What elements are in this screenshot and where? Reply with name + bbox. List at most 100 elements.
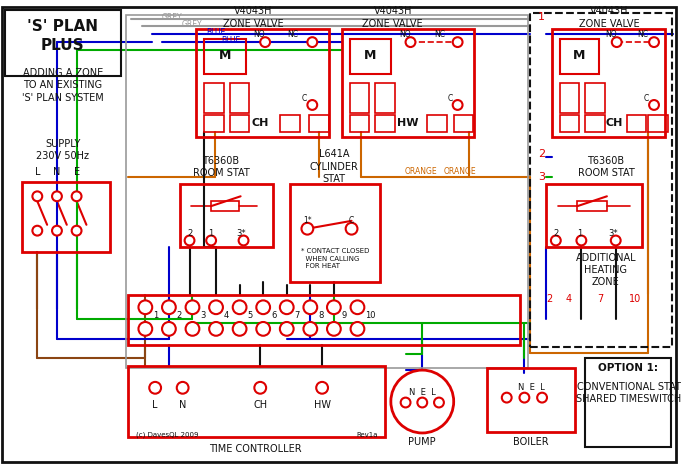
Circle shape (32, 226, 42, 235)
Bar (204, 39, 246, 73)
Bar (179, 183, 273, 248)
Circle shape (177, 382, 188, 394)
Text: NC: NC (435, 30, 446, 39)
Circle shape (538, 393, 547, 402)
Bar (585, 358, 671, 447)
Circle shape (391, 370, 454, 433)
Circle shape (32, 191, 42, 201)
Text: 1: 1 (208, 229, 214, 238)
Bar (128, 295, 520, 344)
Text: 2: 2 (553, 229, 558, 238)
Circle shape (72, 226, 81, 235)
Bar (552, 29, 665, 138)
Text: 1*: 1* (303, 216, 312, 226)
Circle shape (434, 398, 444, 408)
Text: V4043H
ZONE VALVE: V4043H ZONE VALVE (362, 7, 423, 29)
Text: L641A
CYLINDER
STAT: L641A CYLINDER STAT (309, 149, 358, 184)
Circle shape (576, 235, 586, 245)
Bar (585, 115, 605, 132)
Text: 'S' PLAN
PLUS: 'S' PLAN PLUS (28, 20, 99, 53)
Circle shape (453, 100, 462, 110)
Bar (350, 115, 369, 132)
Text: 1: 1 (538, 12, 545, 22)
Bar (350, 83, 369, 113)
Bar (309, 115, 329, 132)
Circle shape (649, 100, 659, 110)
Text: M: M (364, 49, 377, 62)
Text: PUMP: PUMP (408, 437, 436, 447)
Circle shape (256, 322, 270, 336)
Bar (230, 83, 250, 113)
Bar (280, 115, 299, 132)
Bar (211, 201, 239, 211)
Text: ADDING A ZONE
TO AN EXISTING
'S' PLAN SYSTEM: ADDING A ZONE TO AN EXISTING 'S' PLAN SY… (22, 68, 104, 103)
Text: 2: 2 (538, 149, 545, 159)
Bar (350, 39, 391, 73)
Text: M: M (573, 49, 586, 62)
Circle shape (551, 235, 561, 245)
Text: TIME CONTROLLER: TIME CONTROLLER (209, 444, 302, 453)
Circle shape (327, 300, 341, 314)
Text: BOILER: BOILER (513, 437, 549, 447)
Bar (560, 39, 599, 73)
Text: 9: 9 (342, 311, 347, 320)
Bar (648, 115, 668, 132)
Text: 4: 4 (224, 311, 229, 320)
Circle shape (209, 300, 223, 314)
Text: 8: 8 (318, 311, 324, 320)
Circle shape (186, 322, 199, 336)
Circle shape (206, 235, 216, 245)
Text: C: C (349, 216, 354, 226)
Circle shape (233, 300, 246, 314)
Circle shape (417, 398, 427, 408)
Circle shape (304, 300, 317, 314)
Text: N  E  L: N E L (409, 388, 435, 397)
Circle shape (520, 393, 529, 402)
Text: CH: CH (252, 117, 269, 128)
Text: 3: 3 (200, 311, 206, 320)
Text: 6: 6 (271, 311, 277, 320)
Text: L: L (34, 167, 40, 177)
Bar (128, 366, 385, 437)
Circle shape (260, 37, 270, 47)
Circle shape (612, 37, 622, 47)
Text: 3: 3 (538, 172, 545, 182)
Text: (c) DavesQL 2009: (c) DavesQL 2009 (135, 431, 198, 438)
Circle shape (52, 226, 62, 235)
Text: 2: 2 (546, 294, 552, 304)
Bar (204, 115, 224, 132)
Bar (546, 183, 642, 248)
Circle shape (304, 322, 317, 336)
Text: ORANGE: ORANGE (404, 167, 437, 176)
Circle shape (280, 322, 294, 336)
Circle shape (346, 223, 357, 234)
Text: V4043H
ZONE VALVE: V4043H ZONE VALVE (223, 7, 284, 29)
Text: CH: CH (253, 401, 267, 410)
Circle shape (255, 382, 266, 394)
Text: * CONTACT CLOSED
  WHEN CALLING
  FOR HEAT: * CONTACT CLOSED WHEN CALLING FOR HEAT (301, 249, 369, 270)
Circle shape (649, 37, 659, 47)
Circle shape (280, 300, 294, 314)
Bar (375, 115, 395, 132)
Text: 4: 4 (566, 294, 572, 304)
Circle shape (233, 322, 246, 336)
Circle shape (239, 235, 248, 245)
Text: CH: CH (605, 117, 622, 128)
Text: OPTION 1:: OPTION 1: (598, 363, 658, 373)
Bar (197, 29, 329, 138)
Text: HW: HW (397, 117, 418, 128)
Circle shape (302, 223, 313, 234)
Bar (427, 115, 447, 132)
Circle shape (316, 382, 328, 394)
Circle shape (406, 37, 415, 47)
Text: N: N (179, 401, 186, 410)
Bar (560, 83, 580, 113)
Bar (585, 83, 605, 113)
Text: NO: NO (253, 30, 265, 39)
Text: HW: HW (314, 401, 331, 410)
Circle shape (162, 322, 176, 336)
Circle shape (209, 322, 223, 336)
Circle shape (401, 398, 411, 408)
Bar (230, 115, 250, 132)
Circle shape (185, 235, 195, 245)
